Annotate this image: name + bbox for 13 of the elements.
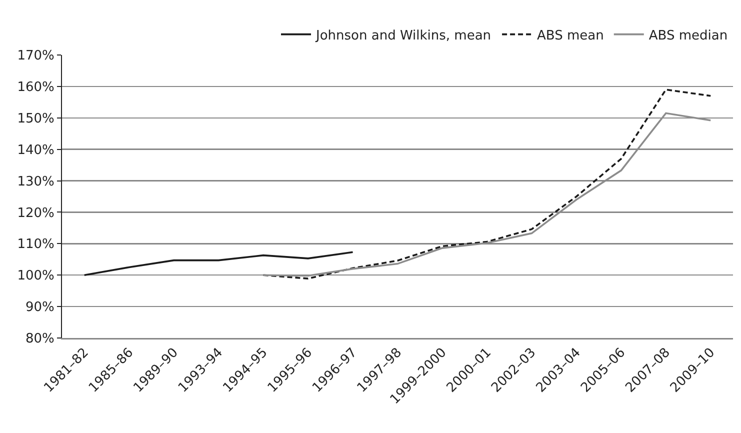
y-tick-label: 100% <box>17 268 54 284</box>
legend-label: ABS mean <box>537 28 604 44</box>
legend-label: ABS median <box>648 28 728 44</box>
y-tick-label: 80% <box>25 332 54 347</box>
y-tick-label: 120% <box>17 206 54 221</box>
y-tick-label: 140% <box>17 142 54 158</box>
legend-label: Johnson and Wilkins, mean <box>315 28 492 44</box>
y-tick-label: 110% <box>17 237 54 252</box>
y-tick-label: 160% <box>17 80 54 95</box>
y-tick-label: 90% <box>25 300 54 316</box>
y-tick-label: 150% <box>17 111 54 126</box>
y-tick-label: 130% <box>17 174 54 190</box>
y-tick-label: 170% <box>17 48 54 64</box>
